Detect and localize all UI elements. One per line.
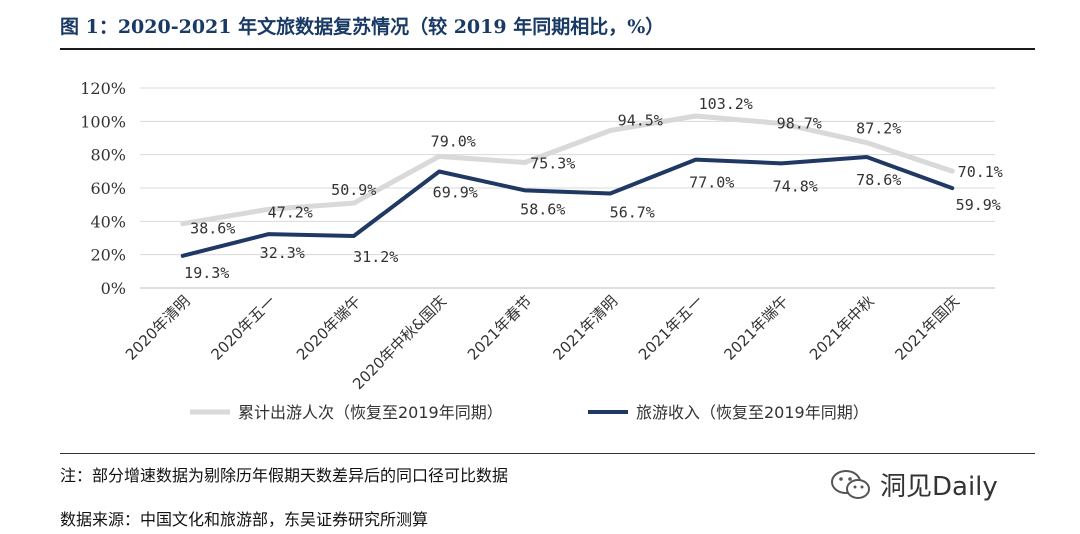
data-label: 59.9% [956,196,1001,214]
watermark: 洞见Daily [830,466,998,503]
x-tick-label: 2021年春节 [464,292,536,364]
data-label: 74.8% [773,177,818,195]
data-label: 32.3% [260,244,305,262]
line-chart: 0%20%40%60%80%100%120% 2020年清明 2020年五一 202… [80,79,1003,422]
data-label: 103.2% [699,95,753,113]
data-label: 87.2% [856,120,901,138]
x-tick-label: 2021年五一 [635,292,707,364]
data-label: 69.9% [433,184,478,202]
data-label: 70.1% [958,163,1003,181]
data-label: 47.2% [268,203,313,221]
y-tick-label: 40% [90,212,126,231]
data-label: 50.9% [331,181,376,199]
title-divider [60,48,1035,50]
y-tick-label: 0% [101,279,126,298]
wechat-icon [831,469,870,499]
data-label: 56.7% [610,204,655,222]
data-label: 19.3% [184,264,229,282]
data-label: 79.0% [431,132,476,150]
data-source: 数据来源：中国文化和旅游部，东吴证券研究所测算 [60,510,429,529]
y-tick-label: 80% [90,146,126,165]
y-tick-label: 60% [90,179,126,198]
x-tick-label: 2020年中秋&国庆 [349,292,450,393]
x-tick-label: 2020年端午 [293,292,365,364]
y-tick-label: 20% [90,246,126,265]
watermark-text: 洞见Daily [880,472,998,502]
data-label: 38.6% [190,220,235,238]
y-tick-label: 120% [80,79,126,98]
data-label: 77.0% [689,174,734,192]
series-line-1 [180,113,955,227]
x-tick-label: 2021年中秋 [806,292,878,364]
footer-divider [60,453,1035,454]
x-tick-label: 2020年清明 [122,292,194,364]
legend-label: 累计出游人次（恢复至2019年同期） [238,403,503,422]
data-label: 98.7% [777,115,822,133]
y-tick-label: 100% [80,112,126,131]
data-label: 78.6% [856,171,901,189]
data-label: 58.6% [520,200,565,218]
chart-title: 图 1：2020-2021 年文旅数据复苏情况（较 2019 年同期相比，%） [60,16,665,38]
x-tick-label: 2021年端午 [721,292,793,364]
footnote: 注：部分增速数据为剔除历年假期天数差异后的同口径可比数据 [60,466,509,485]
series-line-2 [180,155,955,258]
x-tick-label: 2021年国庆 [892,292,964,364]
x-tick-label: 2020年五一 [208,292,280,364]
x-tick-label: 2021年清明 [550,292,622,364]
data-label: 31.2% [353,248,398,266]
data-label: 94.5% [618,112,663,130]
data-label: 75.3% [530,155,575,173]
legend-label: 旅游收入（恢复至2019年同期） [636,403,869,422]
